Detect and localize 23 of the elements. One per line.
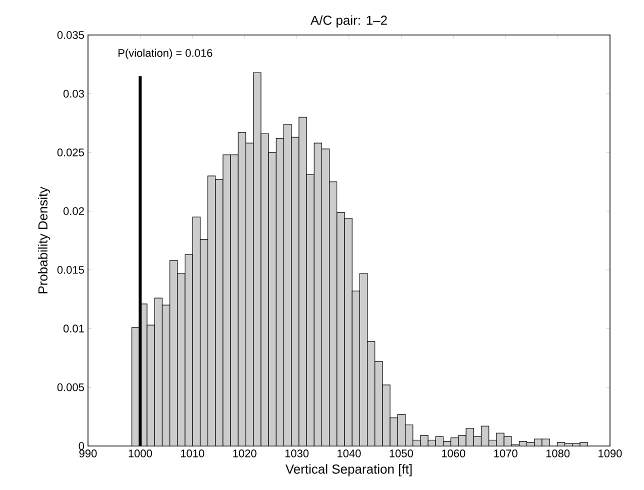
x-tick-label: 1020 xyxy=(233,450,256,458)
y-tick-label: 0.025 xyxy=(57,148,84,156)
x-tick-label: 1000 xyxy=(128,450,152,458)
x-tick-label: 1080 xyxy=(546,450,570,458)
y-axis-title: Probability Density xyxy=(38,186,50,294)
x-tick-label: 1010 xyxy=(181,450,204,458)
y-tick-label: 0.03 xyxy=(63,90,84,98)
x-tick-label: 990 xyxy=(79,450,97,458)
x-tick-label: 1060 xyxy=(442,450,466,458)
y-tick-label: 0 xyxy=(78,442,84,450)
y-tick-label: 0.005 xyxy=(57,383,84,392)
y-tick-label: 0.015 xyxy=(57,266,84,274)
x-tick-label: 1070 xyxy=(494,450,518,458)
y-tick-label: 0.01 xyxy=(63,324,84,332)
x-axis-title: Vertical Separation [ft] xyxy=(285,464,412,476)
x-tick-label: 1030 xyxy=(285,450,309,458)
x-tick-label: 1040 xyxy=(338,450,361,458)
y-tick-label: 0.02 xyxy=(63,207,84,216)
annotation: P(violation) = 0.016 xyxy=(118,48,212,60)
y-tick-label: 0.035 xyxy=(57,31,84,39)
chart-title: A/C pair: 1–2 xyxy=(310,15,387,28)
x-tick-label: 1050 xyxy=(390,450,413,458)
x-tick-label: 1090 xyxy=(598,450,622,458)
